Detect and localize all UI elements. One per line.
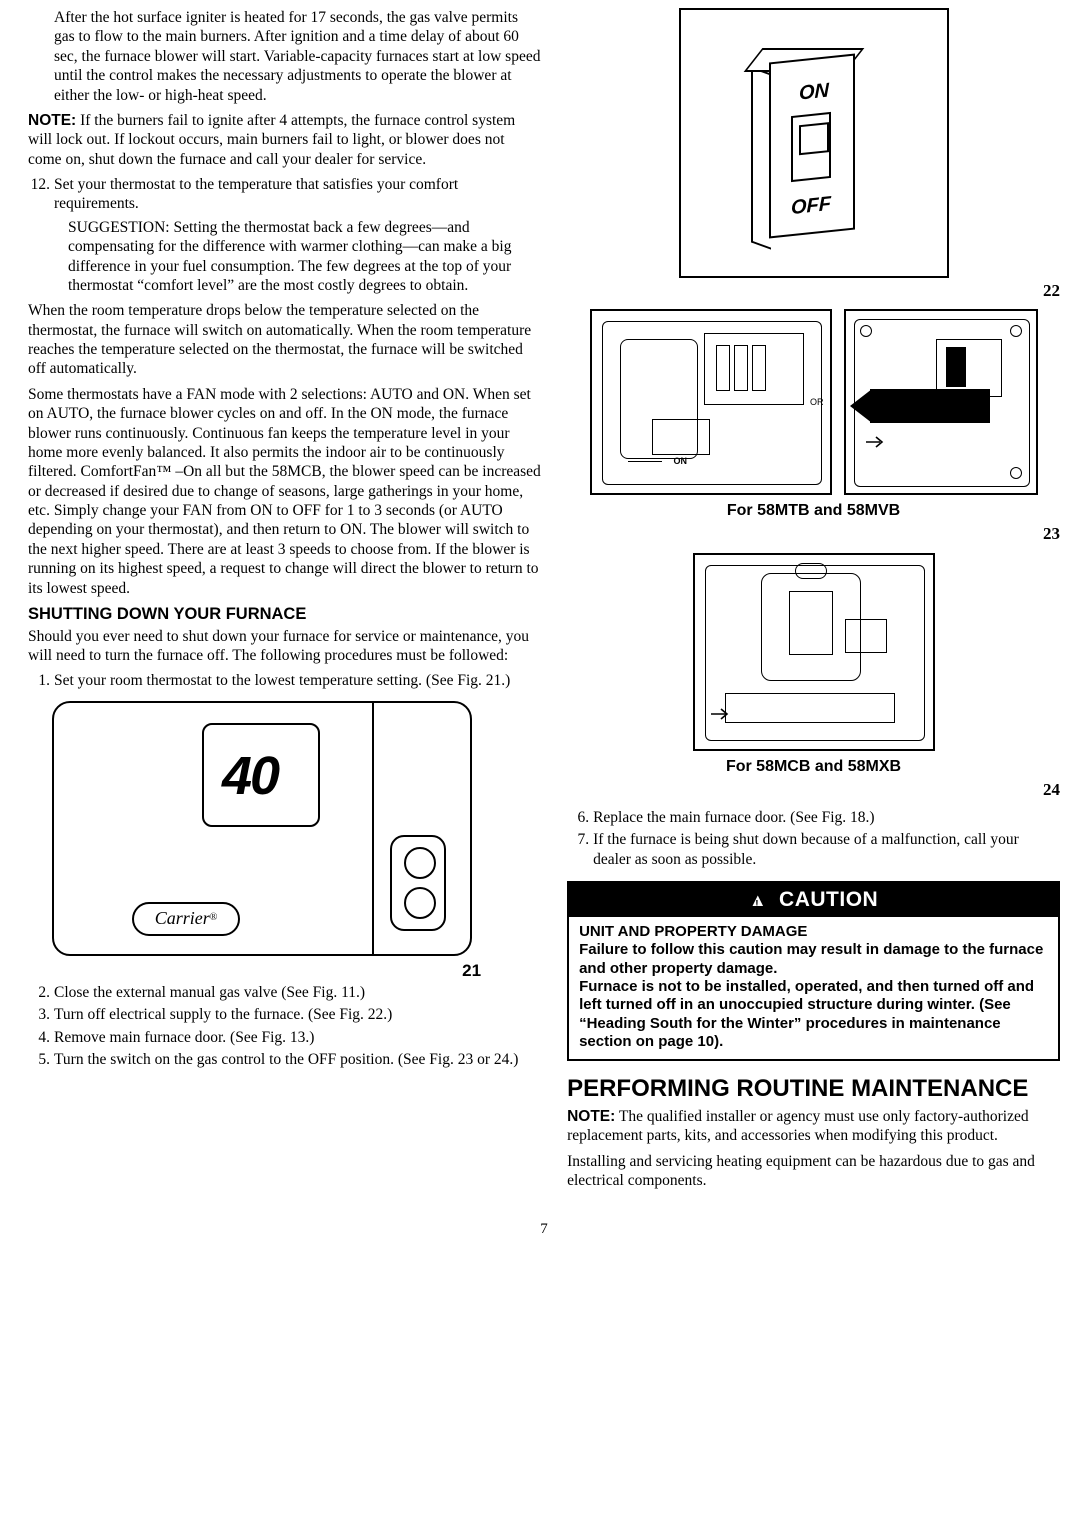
switch-toggle-icon	[791, 112, 831, 182]
para-room-temp: When the room temperature drops below th…	[28, 301, 541, 379]
note-burners: NOTE: If the burners fail to ignite afte…	[28, 111, 541, 169]
step-num: 5.	[28, 1050, 50, 1069]
step-num: 3.	[28, 1005, 50, 1024]
step-num: 6.	[567, 808, 589, 827]
shutdown-intro: Should you ever need to shut down your f…	[28, 627, 541, 666]
maintenance-note: NOTE: The qualified installer or agency …	[567, 1107, 1060, 1146]
step-num: 4.	[28, 1028, 50, 1047]
step11-continuation: After the hot surface igniter is heated …	[28, 8, 541, 105]
figure-21-number: 21	[28, 960, 481, 981]
step-text: Turn off electrical supply to the furnac…	[54, 1006, 392, 1023]
shutdown-step-1: 1. Set your room thermostat to the lowes…	[54, 671, 541, 690]
warning-icon: ▲!	[749, 890, 771, 910]
maintenance-para-2: Installing and servicing heating equipme…	[567, 1152, 1060, 1191]
heading-shutdown: SHUTTING DOWN YOUR FURNACE	[28, 604, 541, 625]
note-label: NOTE:	[28, 112, 76, 129]
thermostat-screen: 40	[202, 723, 320, 827]
figure-24-caption: For 58MCB and 58MXB	[567, 757, 1060, 777]
thermostat-reading: 40	[222, 743, 278, 811]
note-label: NOTE:	[567, 1108, 615, 1125]
shutdown-step-5: 5. Turn the switch on the gas control to…	[54, 1050, 541, 1069]
or-label: OR	[810, 397, 824, 408]
shutdown-step-4: 4. Remove main furnace door. (See Fig. 1…	[54, 1028, 541, 1047]
caution-box: ▲!CAUTION UNIT AND PROPERTY DAMAGE Failu…	[567, 881, 1060, 1061]
up-button-icon	[404, 847, 436, 879]
step-text: Turn the switch on the gas control to th…	[54, 1051, 518, 1068]
maintenance-note-text: The qualified installer or agency must u…	[567, 1108, 1029, 1144]
carrier-logo: Carrier®	[132, 902, 240, 936]
page-number: 7	[28, 1220, 1060, 1239]
step-num: 1.	[28, 671, 50, 690]
step-12: 12. Set your thermostat to the temperatu…	[54, 175, 541, 214]
switch-on-label: ON	[799, 78, 829, 106]
down-button-icon	[404, 887, 436, 919]
switch-off-label: OFF	[791, 192, 831, 221]
step-num: 7.	[567, 830, 589, 849]
thermostat-divider	[372, 703, 374, 954]
step-text: Set your room thermostat to the lowest t…	[54, 672, 510, 689]
caution-body: UNIT AND PROPERTY DAMAGE Failure to foll…	[569, 917, 1058, 1059]
step-text: If the furnace is being shut down becaus…	[593, 831, 1019, 867]
switch-diagram: ON OFF	[751, 36, 871, 246]
figure-23-row: ON OR	[567, 309, 1060, 495]
figure-24-diagram	[693, 553, 935, 751]
caution-line-1: UNIT AND PROPERTY DAMAGE	[579, 923, 1048, 941]
step-12-text: Set your thermostat to the temperature t…	[54, 176, 458, 212]
figure-21-thermostat: 40 Carrier®	[52, 701, 472, 956]
step-num: 2.	[28, 983, 50, 1002]
suggestion-text: SUGGESTION: Setting the thermostat back …	[28, 218, 541, 296]
caution-line-3: Furnace is not to be installed, operated…	[579, 978, 1048, 1051]
figure-22-number: 22	[567, 280, 1060, 301]
caution-line-2: Failure to follow this caution may resul…	[579, 941, 1048, 978]
figure-24-number: 24	[567, 779, 1060, 800]
figure-23-caption: For 58MTB and 58MVB	[567, 501, 1060, 521]
para-fan-mode: Some thermostats have a FAN mode with 2 …	[28, 385, 541, 598]
shutdown-step-2: 2. Close the external manual gas valve (…	[54, 983, 541, 1002]
step-12-number: 12.	[28, 175, 50, 194]
figure-23-left-diagram: ON OR	[590, 309, 832, 495]
step-text: Replace the main furnace door. (See Fig.…	[593, 809, 875, 826]
step-text: Remove main furnace door. (See Fig. 13.)	[54, 1029, 314, 1046]
shutdown-step-6: 6. Replace the main furnace door. (See F…	[593, 808, 1060, 827]
shutdown-step-7: 7. If the furnace is being shut down bec…	[593, 830, 1060, 869]
heading-maintenance: PERFORMING ROUTINE MAINTENANCE	[567, 1075, 1060, 1103]
figure-22-switch: ON OFF	[679, 8, 949, 278]
caution-heading: ▲!CAUTION	[569, 883, 1058, 917]
shutdown-step-3: 3. Turn off electrical supply to the fur…	[54, 1005, 541, 1024]
step-text: Close the external manual gas valve (See…	[54, 984, 365, 1001]
figure-23-right-diagram	[844, 309, 1038, 495]
thermostat-buttons	[390, 835, 446, 931]
figure-23-number: 23	[567, 523, 1060, 544]
note-text: If the burners fail to ignite after 4 at…	[28, 112, 515, 168]
